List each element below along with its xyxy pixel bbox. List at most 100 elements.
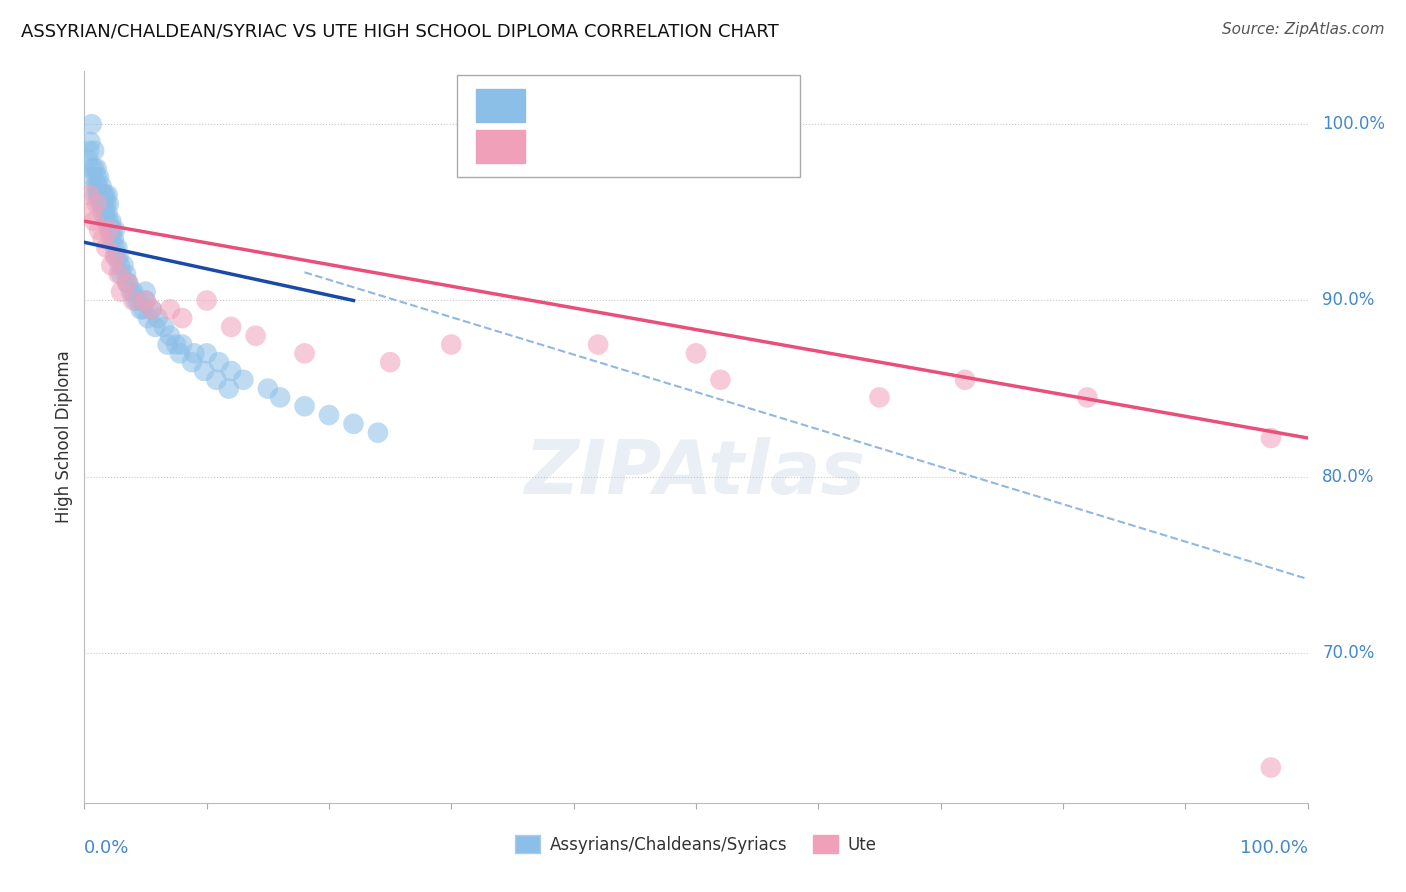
Point	[110, 267, 132, 281]
Point	[709, 373, 731, 387]
Point	[100, 214, 122, 228]
Point	[135, 285, 157, 299]
Point	[77, 187, 100, 202]
Text: ZIPAtlas: ZIPAtlas	[526, 437, 866, 510]
Text: 0.0%: 0.0%	[84, 839, 129, 857]
Bar	[475, 89, 524, 122]
Text: R =  -0.337: R = -0.337	[543, 137, 645, 156]
Point	[869, 391, 891, 405]
Point	[159, 302, 181, 317]
Point	[1076, 391, 1098, 405]
Point	[110, 285, 132, 299]
Text: 70.0%: 70.0%	[1322, 644, 1375, 662]
Point	[86, 196, 108, 211]
Point	[91, 187, 114, 202]
Point	[586, 337, 609, 351]
Text: 80.0%: 80.0%	[1322, 467, 1375, 486]
Point	[107, 249, 129, 263]
Text: N =  32: N = 32	[683, 137, 752, 156]
Point	[120, 285, 142, 299]
Point	[195, 293, 218, 308]
Point	[97, 214, 120, 228]
Point	[135, 293, 157, 308]
Point	[165, 337, 187, 351]
Point	[195, 346, 218, 360]
Point	[169, 346, 191, 360]
Point	[104, 223, 127, 237]
Point	[143, 320, 166, 334]
Point	[159, 328, 181, 343]
Point	[90, 196, 112, 211]
Point	[208, 355, 231, 369]
FancyBboxPatch shape	[457, 75, 800, 178]
Point	[156, 337, 179, 351]
Point	[257, 382, 280, 396]
Point	[100, 258, 122, 272]
Point	[80, 161, 103, 176]
Point	[132, 302, 155, 317]
Point	[219, 364, 242, 378]
Point	[90, 178, 112, 193]
Point	[97, 205, 120, 219]
Point	[87, 187, 110, 202]
Point	[342, 417, 364, 431]
Point	[115, 267, 138, 281]
Point	[100, 232, 122, 246]
Point	[83, 214, 105, 228]
Point	[141, 302, 163, 317]
Point	[1260, 431, 1282, 445]
Point	[135, 293, 157, 308]
Point	[91, 232, 114, 246]
Point	[122, 285, 145, 299]
Point	[112, 258, 135, 272]
Point	[96, 241, 118, 255]
Point	[97, 223, 120, 237]
Point	[87, 187, 110, 202]
Point	[125, 293, 148, 308]
Point	[172, 337, 194, 351]
Point	[87, 178, 110, 193]
Y-axis label: High School Diploma: High School Diploma	[55, 351, 73, 524]
Point	[98, 223, 121, 237]
Text: 100.0%: 100.0%	[1240, 839, 1308, 857]
Point	[84, 178, 107, 193]
Point	[87, 170, 110, 185]
Point	[97, 187, 120, 202]
Point	[96, 214, 118, 228]
Point	[269, 391, 291, 405]
Point	[205, 373, 228, 387]
Point	[105, 241, 128, 255]
Point	[219, 320, 242, 334]
Text: 100.0%: 100.0%	[1322, 115, 1385, 133]
Point	[104, 241, 127, 255]
Point	[83, 161, 105, 176]
Point	[80, 205, 103, 219]
Text: Source: ZipAtlas.com: Source: ZipAtlas.com	[1222, 22, 1385, 37]
Point	[77, 144, 100, 158]
Point	[83, 144, 105, 158]
Point	[1260, 760, 1282, 774]
Point	[136, 311, 159, 326]
Point	[101, 223, 124, 237]
Point	[294, 346, 316, 360]
Point	[91, 205, 114, 219]
Point	[146, 311, 169, 326]
Point	[115, 276, 138, 290]
Point	[93, 187, 115, 202]
Point	[86, 161, 108, 176]
Text: R =  -0.122: R = -0.122	[543, 96, 645, 115]
Point	[108, 258, 131, 272]
Text: N =  81: N = 81	[683, 96, 752, 115]
Point	[232, 373, 254, 387]
Point	[685, 346, 707, 360]
Point	[89, 187, 111, 202]
Legend: Assyrians/Chaldeans/Syriacs, Ute: Assyrians/Chaldeans/Syriacs, Ute	[509, 829, 883, 860]
Point	[122, 293, 145, 308]
Point	[153, 320, 176, 334]
Point	[79, 135, 101, 149]
Point	[87, 223, 110, 237]
Point	[115, 276, 138, 290]
Point	[127, 293, 149, 308]
Point	[181, 355, 204, 369]
Point	[96, 196, 118, 211]
